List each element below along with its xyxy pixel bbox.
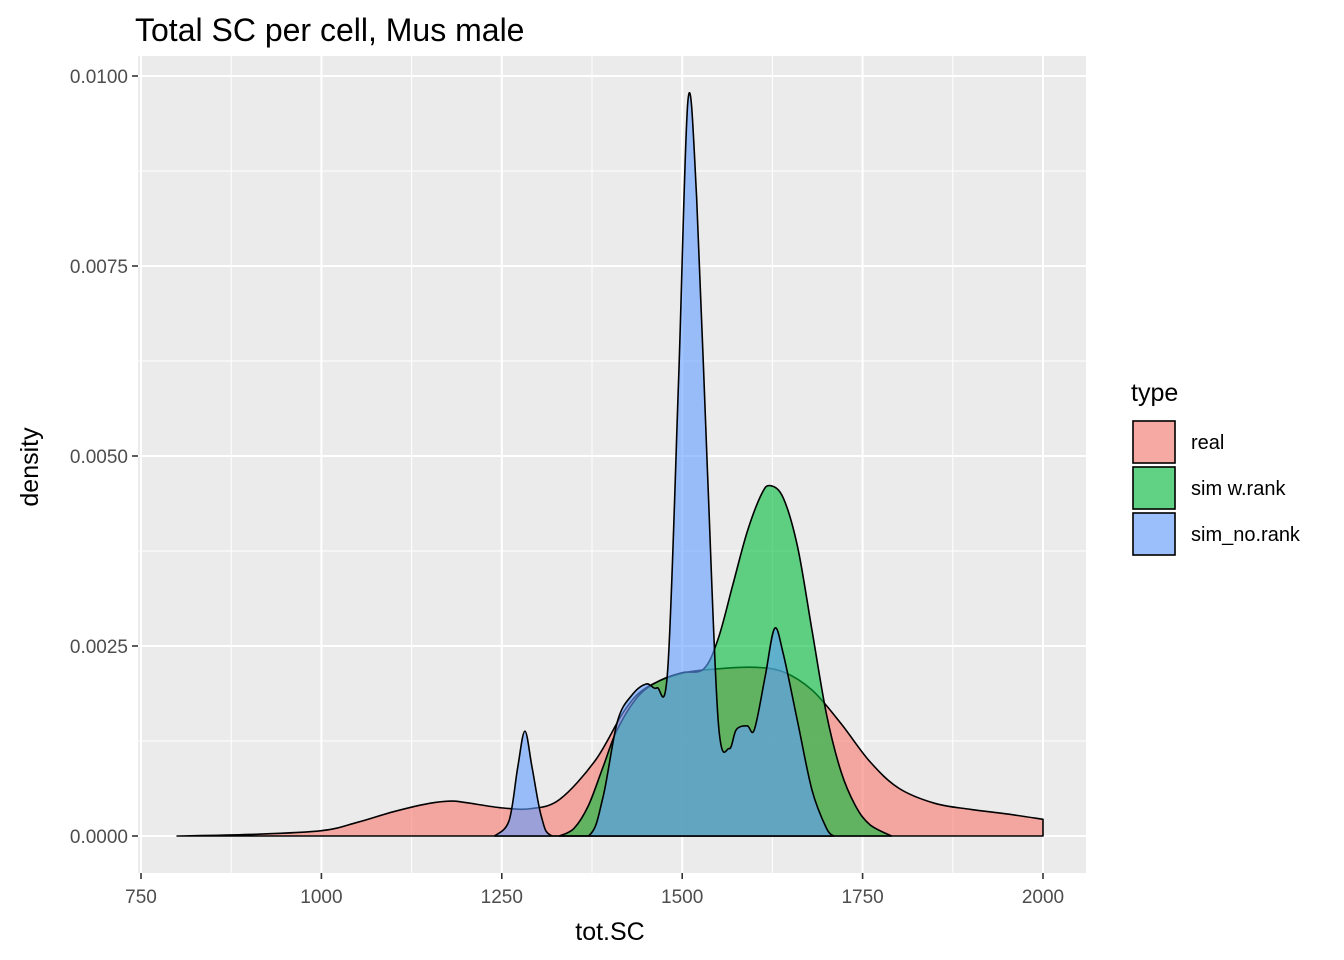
x-tick-label: 2000 xyxy=(1022,887,1064,908)
legend-title: type xyxy=(1131,379,1178,407)
y-axis: 0.0000 0.0025 0.0050 0.0075 0.0100 xyxy=(70,67,138,848)
y-tick-label: 0.0025 xyxy=(70,637,128,658)
chart-title: Total SC per cell, Mus male xyxy=(135,12,524,48)
x-tick-label: 750 xyxy=(125,887,157,908)
x-axis: 750 1000 1250 1500 1750 2000 xyxy=(125,873,1064,908)
legend-label-sim-no-rank: sim_no.rank xyxy=(1191,524,1301,546)
legend-label-real: real xyxy=(1191,432,1224,454)
y-axis-title: density xyxy=(16,427,44,507)
legend: type real sim w.rank sim_no.rank xyxy=(1131,379,1301,556)
density-areas xyxy=(176,91,1044,837)
legend-key-real xyxy=(1132,420,1176,464)
x-tick-label: 1000 xyxy=(300,887,342,908)
y-tick-label: 0.0100 xyxy=(70,67,128,88)
y-tick-label: 0.0000 xyxy=(70,827,128,848)
x-axis-title: tot.SC xyxy=(575,918,644,946)
legend-key-sim-no-rank xyxy=(1132,512,1176,556)
y-tick-label: 0.0075 xyxy=(70,257,128,278)
density-area-sim-no-rank xyxy=(493,91,835,837)
y-tick-label: 0.0050 xyxy=(70,447,128,468)
x-tick-label: 1250 xyxy=(481,887,523,908)
legend-label-sim-w-rank: sim w.rank xyxy=(1191,478,1286,500)
x-tick-label: 1500 xyxy=(661,887,703,908)
x-tick-label: 1750 xyxy=(841,887,883,908)
legend-key-sim-w-rank xyxy=(1132,466,1176,510)
